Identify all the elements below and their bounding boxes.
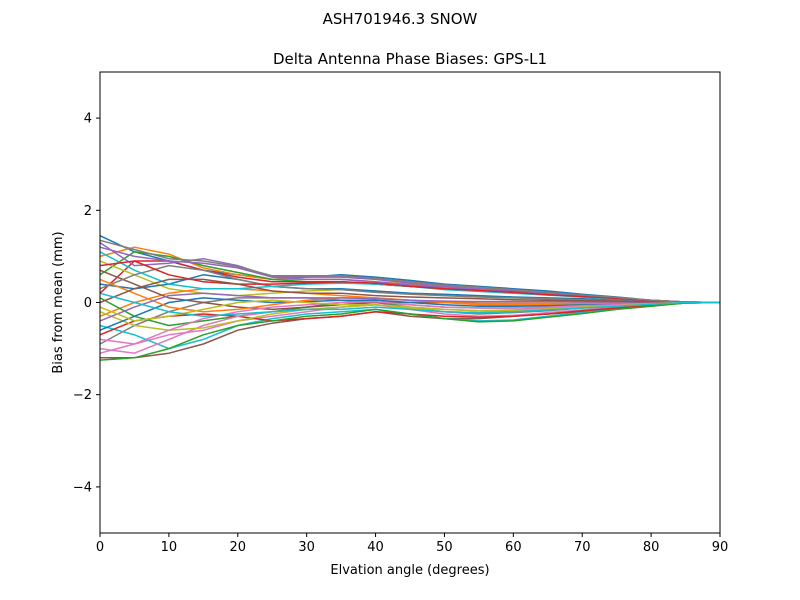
x-tick-label: 70 bbox=[574, 540, 591, 555]
series-line-28 bbox=[99, 239, 721, 304]
y-axis-label: Bias from mean (mm) bbox=[51, 231, 66, 373]
x-tick-label: 90 bbox=[712, 540, 729, 555]
series-line-24 bbox=[99, 260, 721, 304]
series-lines bbox=[99, 235, 721, 361]
x-tick-label: 20 bbox=[230, 540, 247, 555]
series-line-27 bbox=[99, 300, 720, 345]
x-tick-label: 30 bbox=[298, 540, 315, 555]
y-tick-label: 2 bbox=[84, 204, 92, 219]
x-tick-label: 0 bbox=[96, 540, 104, 555]
x-tick-label: 10 bbox=[161, 540, 178, 555]
x-tick-label: 50 bbox=[436, 540, 453, 555]
series-line-30 bbox=[99, 292, 720, 318]
y-tick-label: 0 bbox=[84, 296, 92, 311]
series-line-23 bbox=[99, 301, 721, 361]
series-line-26 bbox=[99, 278, 720, 304]
series-line-21 bbox=[99, 297, 720, 331]
x-tick-label: 40 bbox=[367, 540, 384, 555]
y-tick-label: −2 bbox=[73, 388, 92, 403]
series-line-25 bbox=[99, 292, 720, 322]
x-tick-label: 60 bbox=[505, 540, 522, 555]
y-axis: −4 −2 0 2 4 bbox=[73, 112, 100, 495]
suptitle: ASH701946.3 SNOW bbox=[323, 10, 478, 28]
x-axis: 0 10 20 30 40 50 60 70 80 90 bbox=[96, 533, 728, 555]
x-axis-label: Elvation angle (degrees) bbox=[330, 563, 489, 578]
x-tick-label: 80 bbox=[643, 540, 660, 555]
chart-title: Delta Antenna Phase Biases: GPS-L1 bbox=[273, 50, 547, 68]
y-tick-label: 4 bbox=[84, 112, 92, 127]
y-tick-label: −4 bbox=[73, 480, 92, 495]
